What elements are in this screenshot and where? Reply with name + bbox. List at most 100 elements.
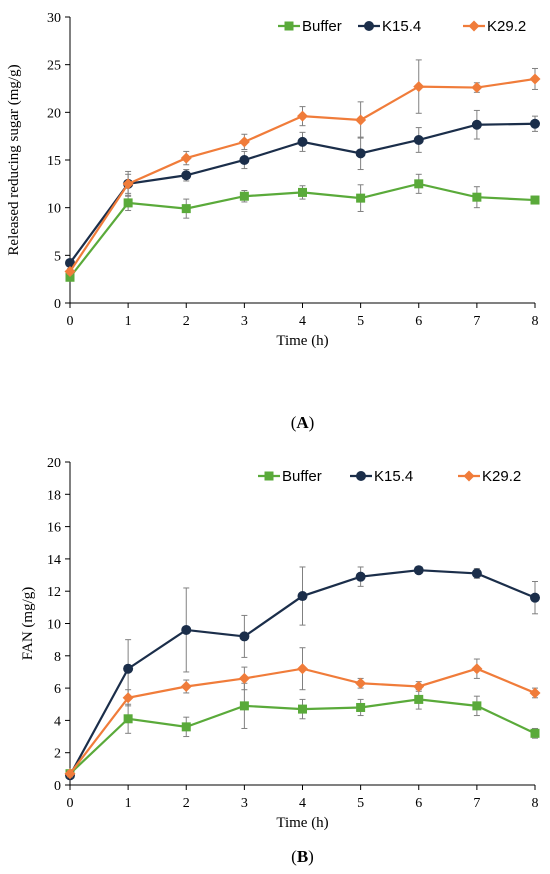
data-point bbox=[297, 136, 308, 147]
y-tick-label: 8 bbox=[54, 650, 61, 665]
y-tick-label: 20 bbox=[47, 106, 61, 121]
legend-item: K29.2 bbox=[463, 18, 526, 35]
x-tick-label: 1 bbox=[125, 314, 132, 329]
data-point bbox=[239, 631, 250, 642]
data-point bbox=[471, 663, 483, 675]
data-point bbox=[413, 565, 424, 576]
legend-swatch-marker bbox=[468, 20, 480, 32]
data-point bbox=[297, 110, 308, 122]
data-point bbox=[298, 187, 307, 197]
data-point bbox=[181, 170, 192, 181]
data-point bbox=[414, 179, 424, 189]
data-point bbox=[180, 152, 192, 164]
data-point bbox=[238, 672, 250, 684]
data-point bbox=[64, 266, 76, 278]
legend-swatch-marker bbox=[264, 471, 274, 481]
y-tick-label: 14 bbox=[47, 553, 61, 568]
y-tick-label: 0 bbox=[54, 297, 61, 312]
data-point bbox=[413, 81, 425, 93]
panel-label-close: ) bbox=[309, 413, 315, 432]
data-point bbox=[530, 728, 540, 738]
x-axis-title: Time (h) bbox=[276, 333, 328, 349]
data-point bbox=[238, 136, 250, 148]
panel-label-open: ( bbox=[291, 413, 297, 432]
legend-swatch-marker bbox=[356, 471, 366, 481]
panel-label-open: ( bbox=[291, 847, 297, 866]
y-tick-label: 30 bbox=[47, 11, 61, 26]
panel-label-letter: B bbox=[297, 847, 308, 866]
data-point bbox=[64, 768, 76, 780]
data-point bbox=[530, 118, 540, 129]
x-tick-label: 2 bbox=[183, 314, 190, 329]
x-tick-label: 3 bbox=[241, 314, 248, 329]
y-tick-label: 12 bbox=[47, 585, 61, 600]
data-point bbox=[122, 178, 134, 190]
x-tick-label: 0 bbox=[67, 314, 74, 329]
data-point bbox=[123, 714, 133, 724]
y-tick-label: 2 bbox=[54, 747, 61, 762]
data-point bbox=[413, 134, 424, 145]
panel-a-chart: 0 5 10 15 20 25 30 0 1 2 3 4 5 6 7 8 Time (h) Released re… bbox=[6, 11, 541, 432]
legend-item: K15.4 bbox=[350, 468, 413, 485]
y-tick-label: 0 bbox=[54, 779, 61, 794]
data-point bbox=[471, 82, 483, 94]
y-tick-label: 25 bbox=[47, 59, 61, 74]
y-tick-label: 20 bbox=[47, 456, 61, 471]
y-tick-label: 18 bbox=[47, 488, 61, 503]
data-point bbox=[180, 680, 192, 692]
x-tick-label: 8 bbox=[532, 314, 539, 329]
legend-label: Buffer bbox=[282, 468, 322, 485]
data-point bbox=[123, 663, 134, 674]
legend: Buffer K15.4 K29.2 bbox=[278, 18, 526, 35]
y-tick-label: 6 bbox=[54, 682, 61, 697]
x-axis-title: Time (h) bbox=[276, 815, 328, 831]
x-tick-label: 5 bbox=[357, 796, 364, 811]
x-tick-label: 1 bbox=[125, 796, 132, 811]
data-point bbox=[181, 722, 191, 732]
legend-swatch-marker bbox=[463, 470, 475, 482]
series-k29-2 bbox=[64, 59, 541, 278]
x-tick-label: 3 bbox=[241, 796, 248, 811]
data-point bbox=[414, 694, 424, 704]
x-tick-label: 8 bbox=[532, 796, 539, 811]
data-point bbox=[355, 114, 367, 126]
data-point bbox=[181, 204, 191, 214]
data-point bbox=[297, 663, 308, 675]
data-point bbox=[65, 257, 75, 268]
y-tick-label: 4 bbox=[54, 714, 61, 729]
data-point bbox=[530, 195, 540, 205]
y-tick-label: 16 bbox=[47, 521, 61, 536]
legend-swatch-marker bbox=[284, 21, 294, 31]
data-point bbox=[356, 193, 366, 203]
legend-label: K29.2 bbox=[487, 18, 526, 35]
x-tick-label: 4 bbox=[299, 314, 306, 329]
panel-label: (B) bbox=[291, 847, 314, 866]
data-point bbox=[471, 568, 482, 579]
y-tick-label: 5 bbox=[54, 249, 61, 264]
data-point bbox=[181, 624, 192, 635]
data-point bbox=[239, 701, 249, 711]
data-point bbox=[122, 692, 134, 704]
x-tick-label: 0 bbox=[67, 796, 74, 811]
x-tick-label: 2 bbox=[183, 796, 190, 811]
y-axis-title: Released reducing sugar (mg/g) bbox=[6, 64, 22, 255]
legend-swatch-marker bbox=[364, 21, 374, 31]
data-point bbox=[239, 155, 250, 165]
data-point bbox=[239, 191, 249, 201]
data-point bbox=[123, 198, 133, 208]
series-buffer bbox=[65, 173, 540, 282]
data-point bbox=[355, 571, 366, 582]
data-point bbox=[530, 592, 540, 603]
y-tick-label: 10 bbox=[47, 618, 61, 633]
legend-label: K15.4 bbox=[382, 18, 421, 35]
series-k15-4 bbox=[65, 565, 540, 781]
legend-label: Buffer bbox=[302, 18, 342, 35]
data-point bbox=[471, 119, 482, 130]
x-tick-label: 5 bbox=[357, 314, 364, 329]
data-point bbox=[297, 591, 308, 602]
data-point bbox=[529, 73, 541, 85]
legend-label: K29.2 bbox=[482, 468, 521, 485]
y-tick-label: 15 bbox=[47, 154, 61, 169]
